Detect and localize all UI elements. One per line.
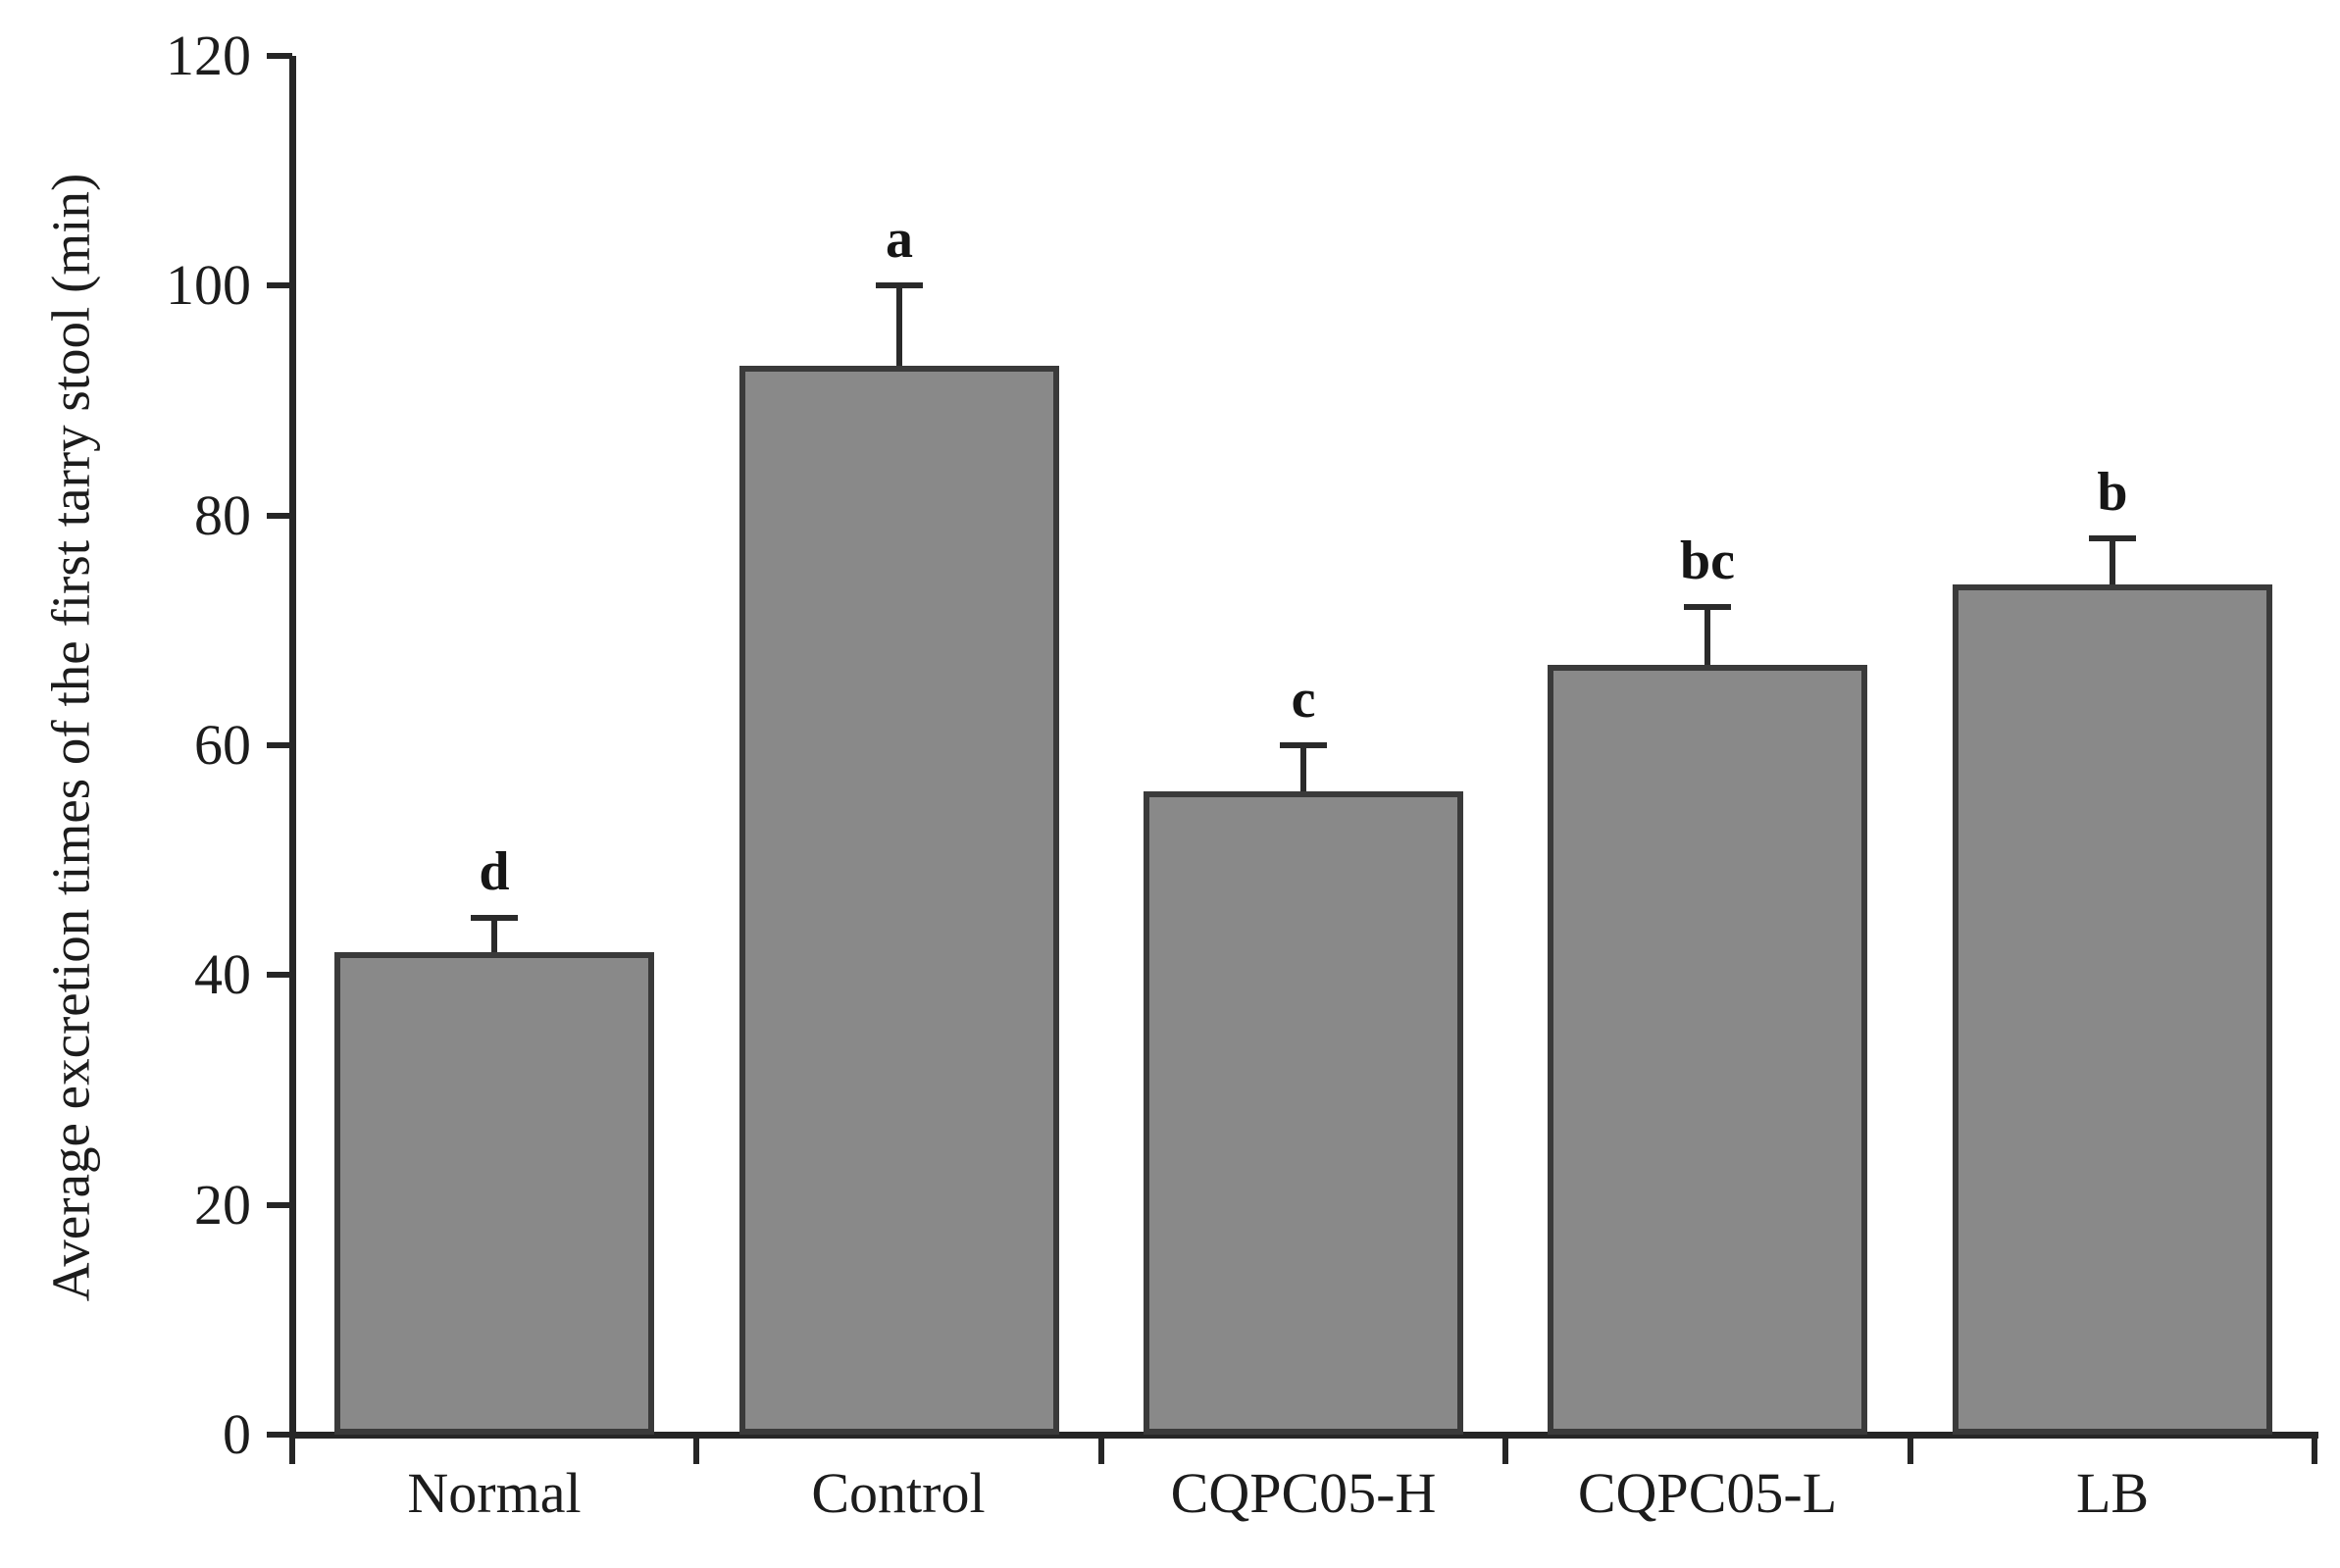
error-bar-cap [2089,535,2136,541]
bar [334,952,654,1435]
x-category-label: Control [811,1461,986,1525]
x-axis-boundary-tick [693,1435,699,1464]
error-bar-line [896,285,902,366]
error-bar-line [1704,607,1710,665]
significance-letter: b [2097,462,2128,523]
x-category-label: Normal [407,1461,582,1525]
x-category-label: CQPC05-H [1170,1461,1437,1525]
bar [1144,791,1463,1435]
bar [1953,584,2272,1435]
y-tick-label: 40 [194,942,251,1006]
error-bar-cap [1684,604,1731,610]
x-axis-line [289,1432,2318,1439]
x-axis-boundary-tick [1098,1435,1104,1464]
y-axis-tick [267,1432,292,1438]
y-axis-tick [267,53,292,59]
x-axis-boundary-tick [2312,1435,2317,1464]
x-axis-boundary-tick [289,1435,295,1464]
error-bar-cap [471,915,518,921]
y-axis-tick [267,1202,292,1208]
error-bar-line [491,918,497,952]
x-category-label: LB [2075,1461,2150,1525]
x-category-label: CQPC05-L [1577,1461,1838,1525]
error-bar-cap [1280,742,1327,748]
y-tick-label: 100 [166,253,251,317]
significance-letter: d [479,841,510,902]
significance-letter: c [1291,669,1316,730]
y-axis-tick [267,282,292,288]
y-axis-tick [267,972,292,978]
x-axis-boundary-tick [1502,1435,1508,1464]
x-axis-boundary-tick [1908,1435,1913,1464]
y-tick-label: 0 [223,1402,251,1466]
y-axis-line [289,56,296,1439]
error-bar-line [1300,745,1306,791]
error-bar-line [2110,538,2115,584]
y-tick-label: 120 [166,24,251,87]
bar [1548,665,1867,1435]
y-axis-tick [267,513,292,519]
error-bar-cap [876,282,923,288]
significance-letter: a [886,209,913,270]
bar [739,366,1059,1435]
y-tick-label: 20 [194,1173,251,1237]
y-tick-label: 60 [194,713,251,777]
significance-letter: bc [1680,531,1735,591]
y-tick-label: 80 [194,483,251,547]
y-axis-tick [267,742,292,748]
